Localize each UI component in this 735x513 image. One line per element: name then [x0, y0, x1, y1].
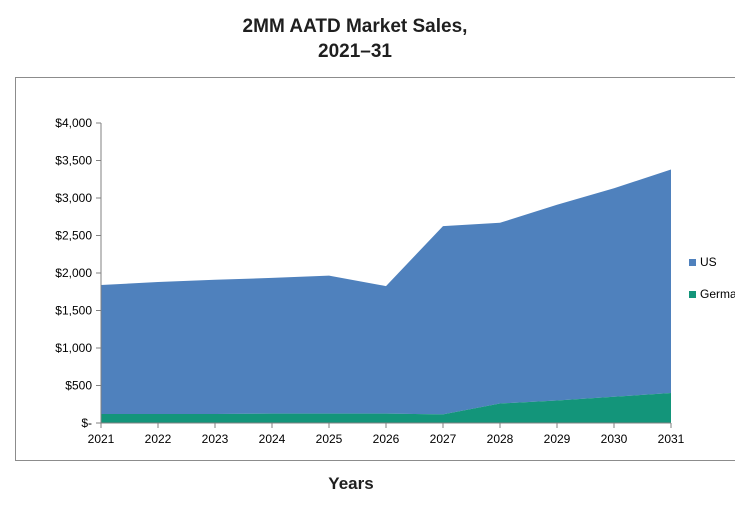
area-germany — [101, 393, 671, 423]
x-tick-label: 2027 — [430, 432, 457, 446]
x-tick-label: 2023 — [202, 432, 229, 446]
y-tick-label: $- — [81, 416, 92, 430]
y-tick-label: $3,500 — [55, 154, 92, 168]
y-tick-label: $1,000 — [55, 341, 92, 355]
y-tick-label: $2,500 — [55, 229, 92, 243]
y-tick-label: $500 — [65, 379, 92, 393]
x-tick-label: 2026 — [373, 432, 400, 446]
y-tick-label: $2,000 — [55, 266, 92, 280]
legend-label-us: US — [700, 255, 717, 269]
area-us — [101, 169, 671, 415]
x-tick-label: 2030 — [601, 432, 628, 446]
legend-swatch-germany — [689, 291, 696, 298]
y-tick-label: $1,500 — [55, 304, 92, 318]
x-tick-label: 2022 — [145, 432, 172, 446]
y-tick-label: $3,000 — [55, 191, 92, 205]
legend-swatch-us — [689, 259, 696, 266]
y-tick-label: $4,000 — [55, 116, 92, 130]
x-tick-label: 2028 — [487, 432, 514, 446]
legend-label-germany: Germa — [700, 287, 735, 301]
chart-title: 2MM AATD Market Sales, 2021–31 — [0, 14, 710, 64]
x-tick-label: 2025 — [316, 432, 343, 446]
x-tick-label: 2031 — [658, 432, 685, 446]
x-tick-label: 2029 — [544, 432, 571, 446]
chart-title-line-2: 2021–31 — [318, 41, 392, 62]
x-tick-label: 2024 — [259, 432, 286, 446]
x-tick-label: 2021 — [88, 432, 115, 446]
x-axis-title: Years — [328, 474, 374, 493]
chart-title-line-1: 2MM AATD Market Sales, — [242, 16, 468, 37]
